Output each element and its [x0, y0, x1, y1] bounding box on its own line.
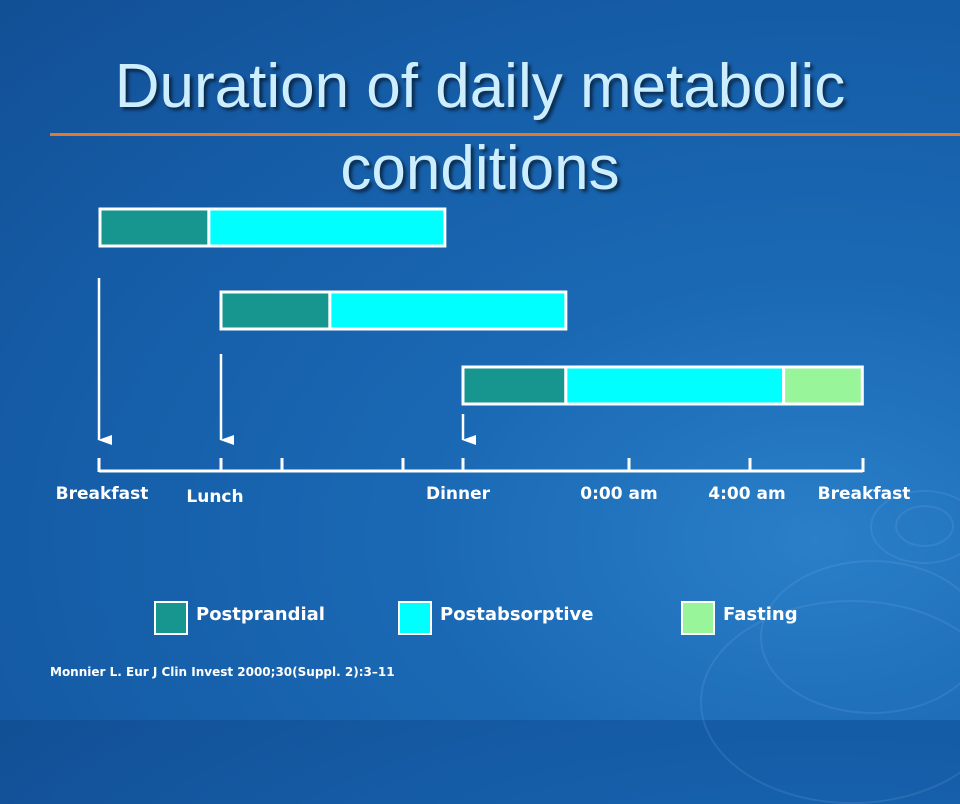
timeline-label-breakfast: Breakfast: [55, 484, 149, 504]
bar-breakfast-postabsorptive: [207, 207, 447, 248]
bar-breakfast-postprandial: [98, 207, 211, 248]
bar-lunch-postabsorptive: [328, 290, 568, 331]
slide-title: Duration of daily metabolic conditions: [114, 52, 846, 203]
legend-swatch-postprandial: [154, 601, 188, 635]
title-underline: [50, 133, 960, 136]
legend-swatch-fasting: [681, 601, 715, 635]
timeline-label-midnight: 0:00 am: [580, 484, 658, 504]
legend-label-fasting: Fasting: [723, 604, 798, 625]
timeline-label-lunch: Lunch: [186, 487, 244, 507]
bar-lunch-postprandial: [219, 290, 332, 331]
timeline-label-dinner: Dinner: [425, 484, 491, 504]
legend-swatch-postabsorptive: [398, 601, 432, 635]
bar-dinner-fasting: [782, 365, 864, 406]
bar-dinner-postabsorptive: [564, 365, 786, 406]
citation: Monnier L. Eur J Clin Invest 2000;30(Sup…: [50, 665, 395, 679]
timeline-diagram: [98, 207, 864, 445]
ripple-decoration: [870, 490, 960, 564]
timeline-label-next-breakfast: Breakfast: [817, 484, 911, 504]
legend-label-postabsorptive: Postabsorptive: [440, 604, 594, 625]
legend-label-postprandial: Postprandial: [196, 604, 325, 625]
timeline-label-4am: 4:00 am: [708, 484, 786, 504]
bar-dinner-postprandial: [461, 365, 568, 406]
